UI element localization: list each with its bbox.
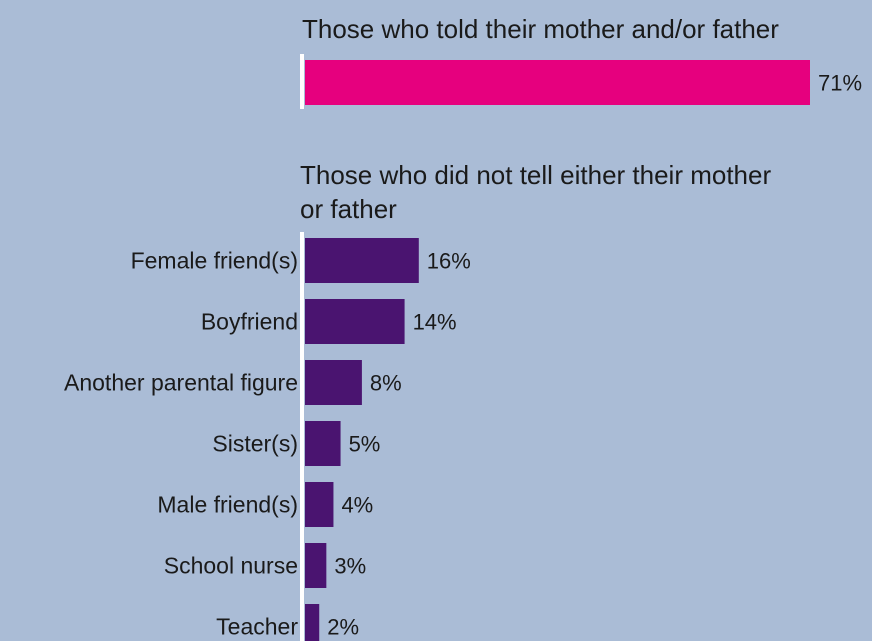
section-heading-did-not-tell-line-2: or father	[300, 194, 397, 224]
chart-group-told-parents: Those who told their mother and/or fathe…	[300, 14, 862, 109]
value-label-male-friend-s: 4%	[341, 493, 373, 518]
bars-did-not-tell: 16% Female friend(s) 14% Boyfriend 8% Another…	[64, 238, 471, 641]
bar-school-nurse	[305, 543, 327, 588]
bar-told-parents	[305, 60, 810, 105]
category-label-male-friend-s: Male friend(s)	[157, 492, 298, 518]
bar-female-friend-s	[305, 238, 419, 283]
chart-group-did-not-tell-parents: Those who did not tell either their moth…	[64, 160, 771, 641]
bar-boyfriend	[305, 299, 405, 344]
section-heading-did-not-tell-line-1: Those who did not tell either their moth…	[300, 160, 771, 190]
value-label-school-nurse: 3%	[334, 554, 366, 579]
bars-told-parents: 71%	[305, 60, 862, 105]
bar-male-friend-s	[305, 482, 334, 527]
value-label-teacher: 2%	[327, 615, 359, 640]
value-label-another-parental-figure: 8%	[370, 371, 402, 396]
category-label-school-nurse: School nurse	[164, 553, 298, 579]
bar-another-parental-figure	[305, 360, 362, 405]
value-label-female-friend-s: 16%	[427, 249, 471, 274]
category-label-boyfriend: Boyfriend	[201, 309, 298, 335]
value-label-told-parents: 71%	[818, 71, 862, 96]
value-label-sister-s: 5%	[349, 432, 381, 457]
bar-sister-s	[305, 421, 341, 466]
value-label-boyfriend: 14%	[413, 310, 457, 335]
category-label-teacher: Teacher	[216, 614, 298, 640]
category-label-female-friend-s: Female friend(s)	[131, 248, 298, 274]
category-label-another-parental-figure: Another parental figure	[64, 370, 298, 396]
bar-teacher	[305, 604, 320, 641]
section-heading-told-parents: Those who told their mother and/or fathe…	[302, 14, 779, 44]
category-label-sister-s: Sister(s)	[212, 431, 298, 457]
